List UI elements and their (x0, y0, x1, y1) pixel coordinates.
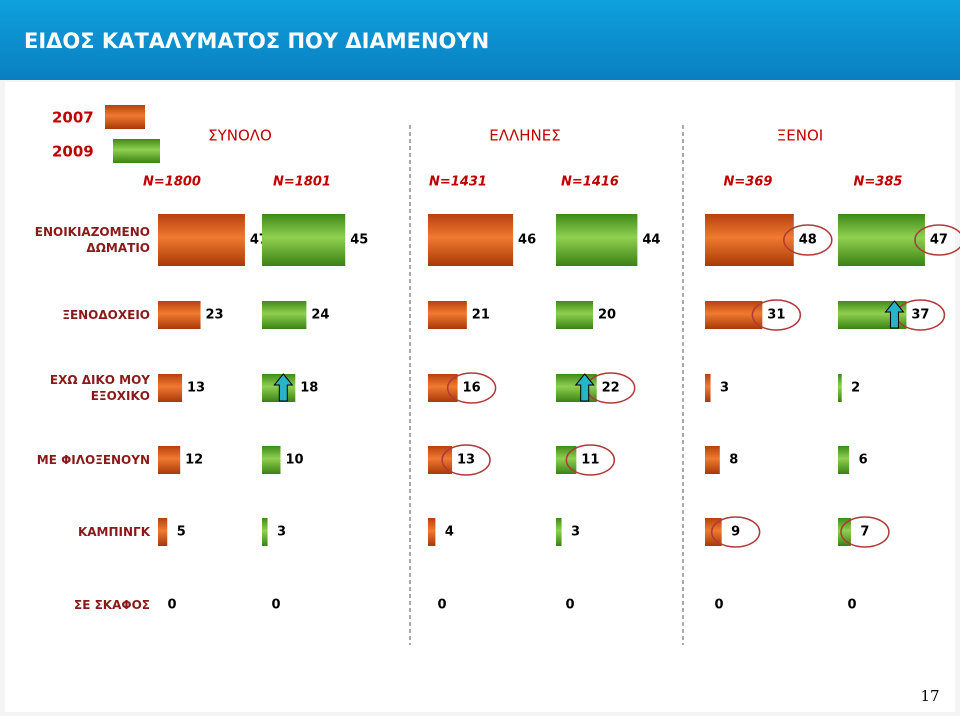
value-label: 18 (300, 381, 318, 396)
value-label: 0 (847, 598, 856, 613)
series-n-label: N=1431 (429, 175, 487, 190)
bar (428, 301, 467, 329)
value-label: 0 (271, 598, 280, 613)
series-n-label: N=369 (724, 175, 773, 190)
highlight-circle (783, 224, 833, 256)
value-label: 0 (167, 598, 176, 613)
bar (158, 214, 245, 266)
legend-swatch (113, 139, 160, 163)
legend-label: 2007 (52, 109, 94, 127)
bar (705, 214, 794, 266)
value-label: 48 (799, 233, 817, 248)
value-label: 9 (731, 525, 740, 540)
bar (838, 518, 851, 546)
bar (705, 301, 763, 329)
value-label: 4 (445, 525, 454, 540)
highlight-circle (446, 372, 497, 404)
value-label: 3 (571, 525, 580, 540)
value-label: 23 (206, 308, 224, 323)
panel-title: ΞΕΝΟΙ (777, 127, 823, 145)
value-label: 47 (930, 233, 948, 248)
category-label: ΣΕ ΣΚΑΦΟΣ (74, 598, 150, 612)
bar (705, 446, 720, 474)
value-label: 12 (185, 453, 203, 468)
highlight-circle (441, 444, 491, 476)
highlight-circle (914, 224, 960, 256)
value-label: 3 (720, 381, 729, 396)
value-label: 13 (457, 453, 475, 468)
bar (262, 446, 281, 474)
value-label: 11 (581, 453, 599, 468)
up-arrow (273, 373, 294, 402)
value-label: 3 (277, 525, 286, 540)
bar (838, 446, 850, 474)
value-label: 0 (565, 598, 574, 613)
value-label: 46 (518, 233, 536, 248)
panel-title: ΕΛΛΗΝΕΣ (489, 127, 560, 145)
value-label: 0 (437, 598, 446, 613)
value-label: 31 (767, 308, 785, 323)
value-label: 7 (860, 525, 869, 540)
bar (262, 518, 268, 546)
value-label: 20 (598, 308, 616, 323)
value-label: 13 (187, 381, 205, 396)
bar (158, 518, 168, 546)
bar (705, 518, 722, 546)
value-label: 16 (463, 381, 481, 396)
header-band (0, 0, 960, 80)
series-n-label: N=385 (854, 175, 903, 190)
value-label: 21 (472, 308, 490, 323)
panel-title: ΣΥΝΟΛΟ (208, 127, 272, 145)
value-label: 5 (177, 525, 186, 540)
up-arrow (884, 300, 905, 329)
category-label: ΚΑΜΠΙΝΓΚ (77, 525, 150, 539)
bar (428, 214, 514, 266)
series-n-label: N=1801 (273, 175, 331, 190)
value-label: 45 (350, 233, 368, 248)
bar (838, 214, 925, 266)
value-label: 37 (911, 308, 929, 323)
category-label: ΜΕ ΦΙΛΟΞΕΝΟΥΝ (36, 453, 150, 467)
bar (705, 374, 711, 402)
category-label: ΞΕΝΟΔΟΧΕΙΟ (62, 308, 150, 322)
value-label: 10 (285, 453, 303, 468)
bar (158, 374, 183, 402)
bar (556, 214, 638, 266)
bar (262, 301, 307, 329)
highlight-circle (751, 299, 802, 331)
value-label: 8 (729, 453, 738, 468)
bar (556, 301, 593, 329)
bar (158, 301, 201, 329)
slide-number: 17 (920, 687, 939, 705)
value-label: 6 (859, 453, 868, 468)
bar (838, 374, 842, 402)
category-label: ΕΧΩ ΔΙΚΟ ΜΟΥ ΕΞΟΧΙΚΟ (49, 373, 150, 403)
series-n-label: N=1416 (561, 175, 619, 190)
category-label: ΕΝΟΙΚΙΑΖΟΜΕΝΟ ΔΩΜΑΤΙΟ (34, 225, 150, 255)
value-label: 0 (714, 598, 723, 613)
value-label: 22 (602, 381, 620, 396)
legend-label: 2009 (52, 143, 94, 161)
bar (262, 214, 346, 266)
bar (556, 518, 562, 546)
bar (428, 518, 436, 546)
up-arrow (574, 373, 595, 402)
series-n-label: N=1800 (143, 175, 201, 190)
legend-swatch (105, 105, 145, 129)
highlight-circle (840, 516, 890, 548)
value-label: 24 (311, 308, 329, 323)
value-label: 44 (642, 233, 660, 248)
value-label: 2 (851, 381, 860, 396)
chart-title: ΕΙΔΟΣ ΚΑΤΑΛΥΜΑΤΟΣ ΠΟΥ ΔΙΑΜΕΝΟΥΝ (24, 29, 489, 53)
bar (158, 446, 181, 474)
bar (262, 374, 296, 402)
highlight-circle (565, 444, 616, 476)
bar (556, 374, 597, 402)
highlight-circle (710, 516, 761, 548)
